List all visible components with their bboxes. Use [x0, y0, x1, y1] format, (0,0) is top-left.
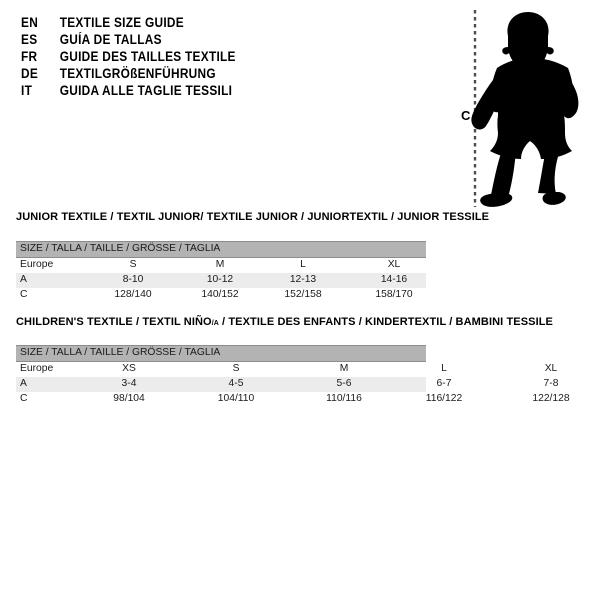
- svg-text:C: C: [461, 108, 471, 123]
